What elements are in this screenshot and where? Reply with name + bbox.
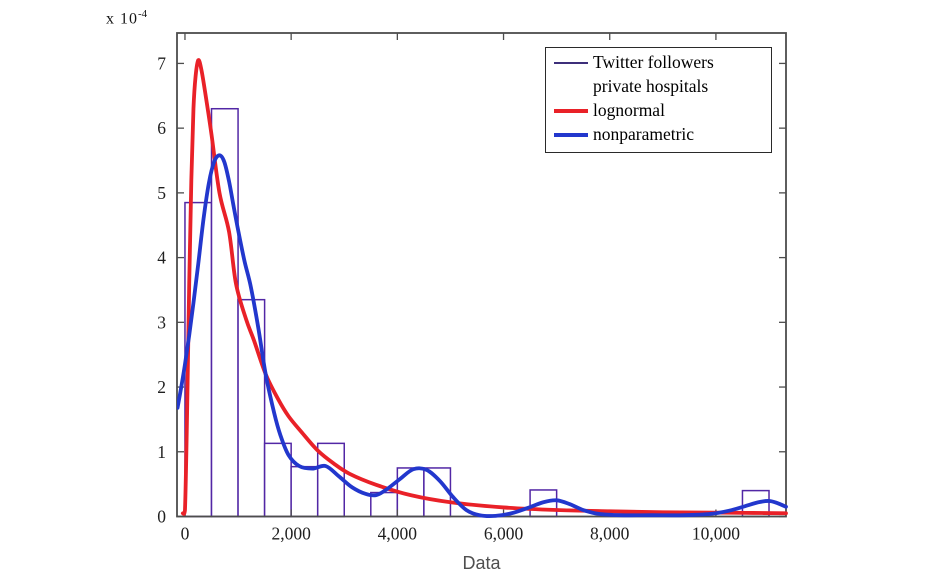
- legend-row-histogram-line2: private hospitals: [554, 75, 767, 99]
- legend-box: Twitter followers private hospitals logn…: [545, 47, 772, 153]
- x-axis-label: Data: [462, 553, 501, 573]
- histogram-bars: [184, 107, 770, 518]
- legend-swatch-lognormal: [554, 109, 588, 113]
- legend-row-histogram: Twitter followers: [554, 51, 767, 75]
- curve-nonparametric: [177, 153, 788, 518]
- y-axis-exponent-prefix: x 10: [106, 10, 138, 28]
- legend-label-nonparametric: nonparametric: [593, 124, 695, 145]
- y-tick-label: 1: [157, 442, 166, 462]
- y-tick-label: 0: [157, 507, 166, 527]
- x-tick-label: 0: [181, 524, 190, 544]
- legend-label-histogram-line2: private hospitals: [593, 76, 709, 97]
- y-tick-label: 7: [157, 53, 166, 73]
- histogram-bar: [290, 465, 319, 518]
- x-tick-labels: 0 2,000 4,000 6,000 8,000 10,000: [181, 524, 741, 544]
- histogram-bar: [423, 467, 452, 518]
- legend-label-histogram-line1: Twitter followers: [593, 52, 714, 73]
- y-tick-label: 5: [157, 183, 166, 203]
- y-tick-label: 2: [157, 377, 166, 397]
- x-tick-label: 10,000: [692, 524, 740, 544]
- y-tick-label: 3: [157, 312, 166, 332]
- y-tick-label: 4: [157, 248, 166, 268]
- y-axis-exponent-label: x 10-4: [106, 8, 147, 28]
- legend-label-lognormal: lognormal: [593, 100, 665, 121]
- legend-swatch-histogram: [554, 62, 588, 64]
- legend-swatch-nonparametric: [554, 133, 588, 137]
- x-tick-label: 2,000: [271, 524, 311, 544]
- y-tick-label: 6: [157, 118, 166, 138]
- legend-row-nonparametric: nonparametric: [554, 123, 767, 147]
- x-tick-label: 8,000: [590, 524, 630, 544]
- x-tick-label: 6,000: [484, 524, 524, 544]
- y-tick-labels: 0 1 2 3 4 5 6 7: [157, 53, 166, 526]
- x-tick-label: 4,000: [378, 524, 418, 544]
- y-axis-exponent-value: -4: [138, 8, 148, 20]
- legend-row-lognormal: lognormal: [554, 99, 767, 123]
